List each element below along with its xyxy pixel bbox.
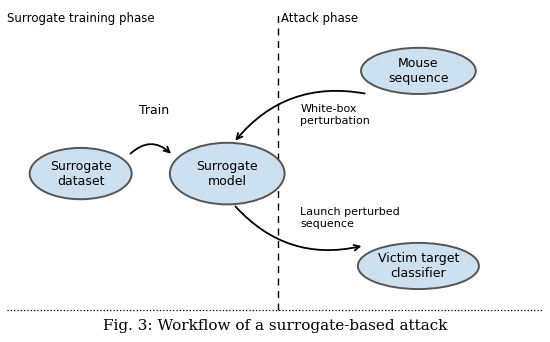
- Text: Launch perturbed
sequence: Launch perturbed sequence: [300, 207, 400, 228]
- Text: Victim target
classifier: Victim target classifier: [378, 252, 459, 280]
- Ellipse shape: [30, 148, 131, 199]
- Ellipse shape: [358, 243, 479, 289]
- Text: Fig. 3: Workflow of a surrogate-based attack: Fig. 3: Workflow of a surrogate-based at…: [103, 319, 447, 333]
- Text: Train: Train: [139, 104, 169, 117]
- Text: Surrogate training phase: Surrogate training phase: [7, 12, 155, 25]
- Text: Surrogate
dataset: Surrogate dataset: [50, 160, 112, 187]
- Text: Attack phase: Attack phase: [282, 12, 359, 25]
- Text: White-box
perturbation: White-box perturbation: [300, 104, 370, 126]
- Ellipse shape: [170, 143, 284, 205]
- Text: Surrogate
model: Surrogate model: [196, 160, 258, 187]
- Ellipse shape: [361, 48, 476, 94]
- Text: Mouse
sequence: Mouse sequence: [388, 57, 449, 85]
